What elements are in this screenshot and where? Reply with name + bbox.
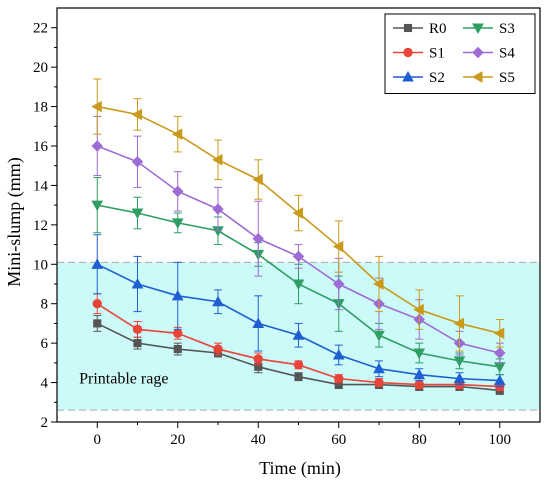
y-tick-label: 4 — [41, 376, 49, 392]
data-point — [171, 289, 184, 301]
data-point — [253, 354, 263, 364]
data-point — [292, 329, 305, 340]
data-point — [252, 173, 263, 186]
data-point — [453, 372, 466, 384]
x-axis-title: Time (min) — [259, 458, 341, 479]
data-point — [91, 200, 104, 212]
legend-marker-R0 — [403, 23, 413, 33]
legend-marker-S5 — [472, 71, 483, 83]
legend-marker-S1 — [403, 47, 413, 58]
y-axis-title: Mini-slump (mm) — [4, 157, 25, 287]
legend-label-S3: S3 — [499, 21, 515, 37]
data-point — [413, 348, 426, 359]
x-tick-label: 20 — [170, 432, 185, 448]
series-S5 — [91, 78, 505, 352]
data-point — [373, 330, 385, 342]
data-point — [212, 153, 223, 166]
y-tick-label: 14 — [33, 178, 49, 194]
data-point — [334, 373, 344, 384]
data-point — [131, 278, 144, 289]
y-tick-label: 10 — [33, 257, 48, 273]
data-point — [131, 108, 143, 121]
data-point — [252, 317, 265, 328]
data-point — [453, 356, 466, 367]
legend-label-S1: S1 — [429, 46, 445, 62]
data-point — [413, 368, 426, 380]
data-point — [453, 317, 465, 330]
data-point — [374, 377, 384, 388]
x-tick-label: 80 — [412, 432, 427, 448]
data-point — [292, 250, 305, 263]
data-point — [93, 319, 102, 328]
data-point — [173, 328, 183, 338]
data-point — [171, 128, 183, 141]
series-S4 — [91, 115, 506, 364]
y-tick-label: 12 — [33, 218, 48, 234]
data-point — [332, 240, 344, 253]
data-point — [373, 278, 384, 290]
data-point — [294, 372, 303, 381]
data-point — [91, 258, 104, 269]
data-point — [131, 208, 144, 220]
legend-label-S2: S2 — [429, 70, 445, 86]
data-point — [333, 278, 345, 290]
data-point — [212, 295, 224, 307]
x-tick-label: 0 — [94, 432, 102, 448]
series-S2 — [91, 234, 506, 388]
data-point — [172, 185, 184, 198]
x-tick-label: 40 — [251, 432, 266, 448]
data-point — [252, 232, 264, 245]
y-tick-label: 8 — [41, 297, 49, 313]
data-point — [293, 360, 304, 370]
data-point — [133, 339, 142, 348]
data-point — [171, 218, 184, 229]
x-tick-label: 100 — [489, 432, 512, 448]
data-point — [494, 347, 506, 359]
data-point — [91, 100, 102, 113]
data-point — [212, 203, 224, 215]
data-point — [332, 348, 345, 360]
y-tick-label: 20 — [33, 60, 48, 76]
data-point — [131, 156, 144, 168]
data-point — [373, 362, 385, 374]
legend-label-R0: R0 — [429, 21, 447, 37]
series-layer — [91, 78, 506, 395]
axes: 0 20 40 60 80 100 2 4 6 8 10 12 14 16 18 20 22 — [33, 7, 541, 448]
y-tick-label: 2 — [41, 415, 49, 431]
x-tick-label: 60 — [331, 432, 346, 448]
legend: R0 S1 S2 S3 S4 S5 — [384, 13, 536, 94]
data-point — [92, 299, 102, 309]
y-tick-label: 18 — [33, 100, 48, 116]
data-point — [292, 207, 304, 219]
data-point — [173, 345, 182, 354]
series-S3 — [91, 177, 506, 376]
y-tick-label: 22 — [33, 21, 48, 37]
legend-marker-S3 — [472, 23, 484, 34]
y-tick-label: 16 — [33, 139, 49, 155]
data-point — [213, 344, 223, 354]
data-point — [292, 279, 305, 290]
legend-label-S5: S5 — [499, 70, 515, 86]
data-point — [132, 324, 143, 335]
data-point — [493, 327, 505, 340]
data-point — [414, 379, 424, 390]
data-point — [91, 140, 103, 152]
legend-label-S4: S4 — [499, 46, 515, 62]
legend-marker-S2 — [402, 71, 414, 82]
data-point — [493, 374, 506, 386]
y-tick-label: 6 — [41, 336, 49, 352]
band-label: Printable rage — [79, 371, 168, 388]
data-point — [413, 303, 424, 316]
legend-marker-S4 — [472, 46, 484, 59]
